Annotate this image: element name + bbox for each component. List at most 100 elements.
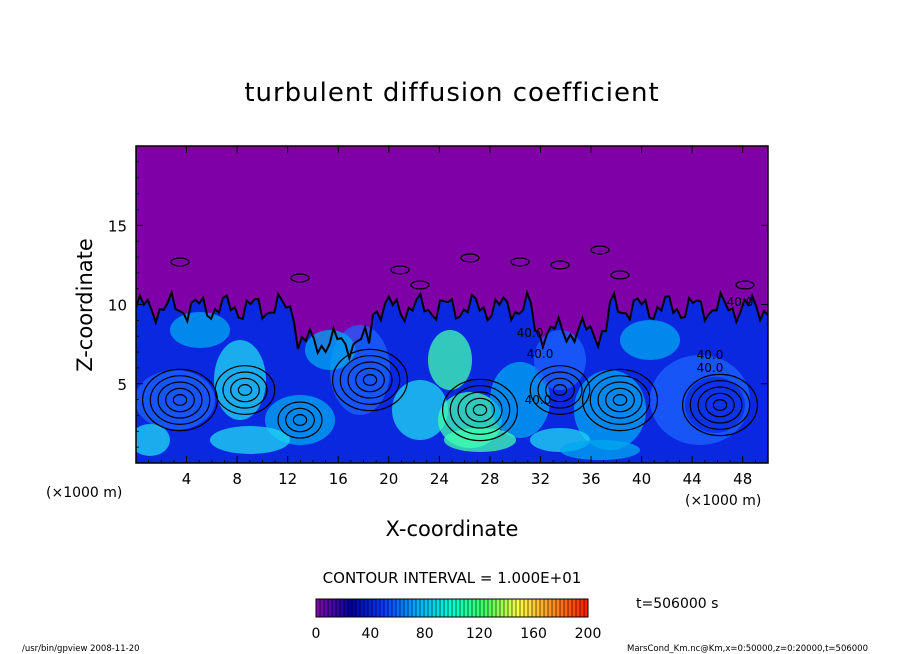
- time-label: t=506000 s: [636, 596, 718, 612]
- colorbar-swatch: [556, 599, 561, 617]
- colorbar-swatch: [416, 599, 421, 617]
- colorbar-swatch: [428, 599, 433, 617]
- colorbar-swatch: [384, 599, 389, 617]
- colorbar-swatch: [412, 599, 417, 617]
- colorbar-swatch: [404, 599, 409, 617]
- colorbar-swatch: [568, 599, 573, 617]
- colorbar-swatch: [456, 599, 461, 617]
- colorbar-swatch: [376, 599, 381, 617]
- y-tick-label: 5: [117, 376, 127, 394]
- footer-left: /usr/bin/gpview 2008-11-20: [22, 644, 140, 654]
- colorbar-swatch: [512, 599, 517, 617]
- x-tick-label: 32: [531, 470, 550, 488]
- colorbar-swatch: [348, 599, 353, 617]
- x-axis-label: X-coordinate: [386, 517, 519, 541]
- colorbar-swatch: [580, 599, 585, 617]
- colorbar-swatch: [540, 599, 545, 617]
- colorbar-swatch: [392, 599, 397, 617]
- colorbar-swatch: [560, 599, 565, 617]
- colorbar-swatch: [328, 599, 333, 617]
- colorbar-swatch: [452, 599, 457, 617]
- x-tick-label: 36: [581, 470, 600, 488]
- chart-title: turbulent diffusion coefficient: [244, 78, 659, 108]
- x-tick-label: 44: [683, 470, 702, 488]
- colorbar-swatch: [552, 599, 557, 617]
- colorbar-swatch: [488, 599, 493, 617]
- colorbar-swatch: [468, 599, 473, 617]
- colorbar-swatch: [408, 599, 413, 617]
- colorbar-swatch: [576, 599, 581, 617]
- colorbar-tick-label: 160: [520, 626, 547, 642]
- plot-area: 40.040.040.040.040.040.0: [136, 146, 768, 463]
- colorbar-swatch: [388, 599, 393, 617]
- colorbar-swatch: [464, 599, 469, 617]
- x-tick-label: 48: [733, 470, 752, 488]
- colorbar-swatch: [356, 599, 361, 617]
- colorbar-swatch: [524, 599, 529, 617]
- colorbar-swatch: [424, 599, 429, 617]
- field-lower: [136, 292, 768, 463]
- colorbar-swatch: [492, 599, 497, 617]
- colorbar-swatch: [324, 599, 329, 617]
- colorbar-swatch: [484, 599, 489, 617]
- x-tick-label: 8: [232, 470, 242, 488]
- x-tick-label: 28: [480, 470, 499, 488]
- contour-label: 40.0: [527, 347, 554, 361]
- colorbar-tick-label: 200: [575, 626, 602, 642]
- colorbar-swatch: [520, 599, 525, 617]
- colorbar-swatch: [368, 599, 373, 617]
- colorbar-swatch: [536, 599, 541, 617]
- x-unit-left: (×1000 m): [46, 485, 122, 501]
- colorbar-swatch: [480, 599, 485, 617]
- colorbar-tick-label: 80: [416, 626, 434, 642]
- contour-interval: CONTOUR INTERVAL = 1.000E+01: [323, 569, 582, 587]
- colorbar-swatch: [444, 599, 449, 617]
- colorbar-swatch: [508, 599, 513, 617]
- colorbar-swatch: [400, 599, 405, 617]
- colorbar-swatch: [504, 599, 509, 617]
- colorbar-tick-label: 120: [466, 626, 493, 642]
- colorbar-swatch: [336, 599, 341, 617]
- colorbar-swatch: [564, 599, 569, 617]
- x-tick-label: 12: [278, 470, 297, 488]
- x-tick-label: 20: [379, 470, 398, 488]
- colorbar-swatch: [584, 599, 589, 617]
- y-axis-label: Z-coordinate: [73, 238, 97, 372]
- colorbar-swatch: [436, 599, 441, 617]
- colorbar-swatch: [372, 599, 377, 617]
- contour-label: 40.0: [517, 326, 544, 340]
- colorbar-swatch: [420, 599, 425, 617]
- colorbar-swatch: [320, 599, 325, 617]
- colorbar-swatch: [364, 599, 369, 617]
- colorbar-swatch: [340, 599, 345, 617]
- colorbar-swatch: [496, 599, 501, 617]
- colorbar: 0 40 80 120 160 200: [312, 598, 602, 642]
- colorbar-swatch: [472, 599, 477, 617]
- colorbar-swatch: [380, 599, 385, 617]
- x-tick-label: 4: [182, 470, 192, 488]
- colorbar-swatch: [332, 599, 337, 617]
- colorbar-swatch: [460, 599, 465, 617]
- colorbar-swatch: [316, 599, 321, 617]
- colorbar-tick-label: 40: [361, 626, 379, 642]
- colorbar-swatch: [476, 599, 481, 617]
- colorbar-swatch: [448, 599, 453, 617]
- y-tick-label: 10: [108, 297, 127, 315]
- colorbar-swatch: [344, 599, 349, 617]
- colorbar-swatch: [500, 599, 505, 617]
- colorbar-swatch: [516, 599, 521, 617]
- footer-right: MarsCond_Km.nc@Km,x=0:50000,z=0:20000,t=…: [627, 644, 868, 654]
- y-tick-label: 15: [108, 217, 127, 235]
- x-tick-label: 40: [632, 470, 651, 488]
- contour-label: 40.0: [697, 348, 724, 362]
- colorbar-swatch: [432, 599, 437, 617]
- contour-lines: [136, 245, 768, 442]
- colorbar-swatch: [548, 599, 553, 617]
- x-unit-right: (×1000 m): [685, 493, 761, 509]
- colorbar-swatch: [360, 599, 365, 617]
- colorbar-tick-label: 0: [312, 626, 321, 642]
- contour-label: 40.0: [697, 361, 724, 375]
- colorbar-swatch: [532, 599, 537, 617]
- colorbar-swatch: [396, 599, 401, 617]
